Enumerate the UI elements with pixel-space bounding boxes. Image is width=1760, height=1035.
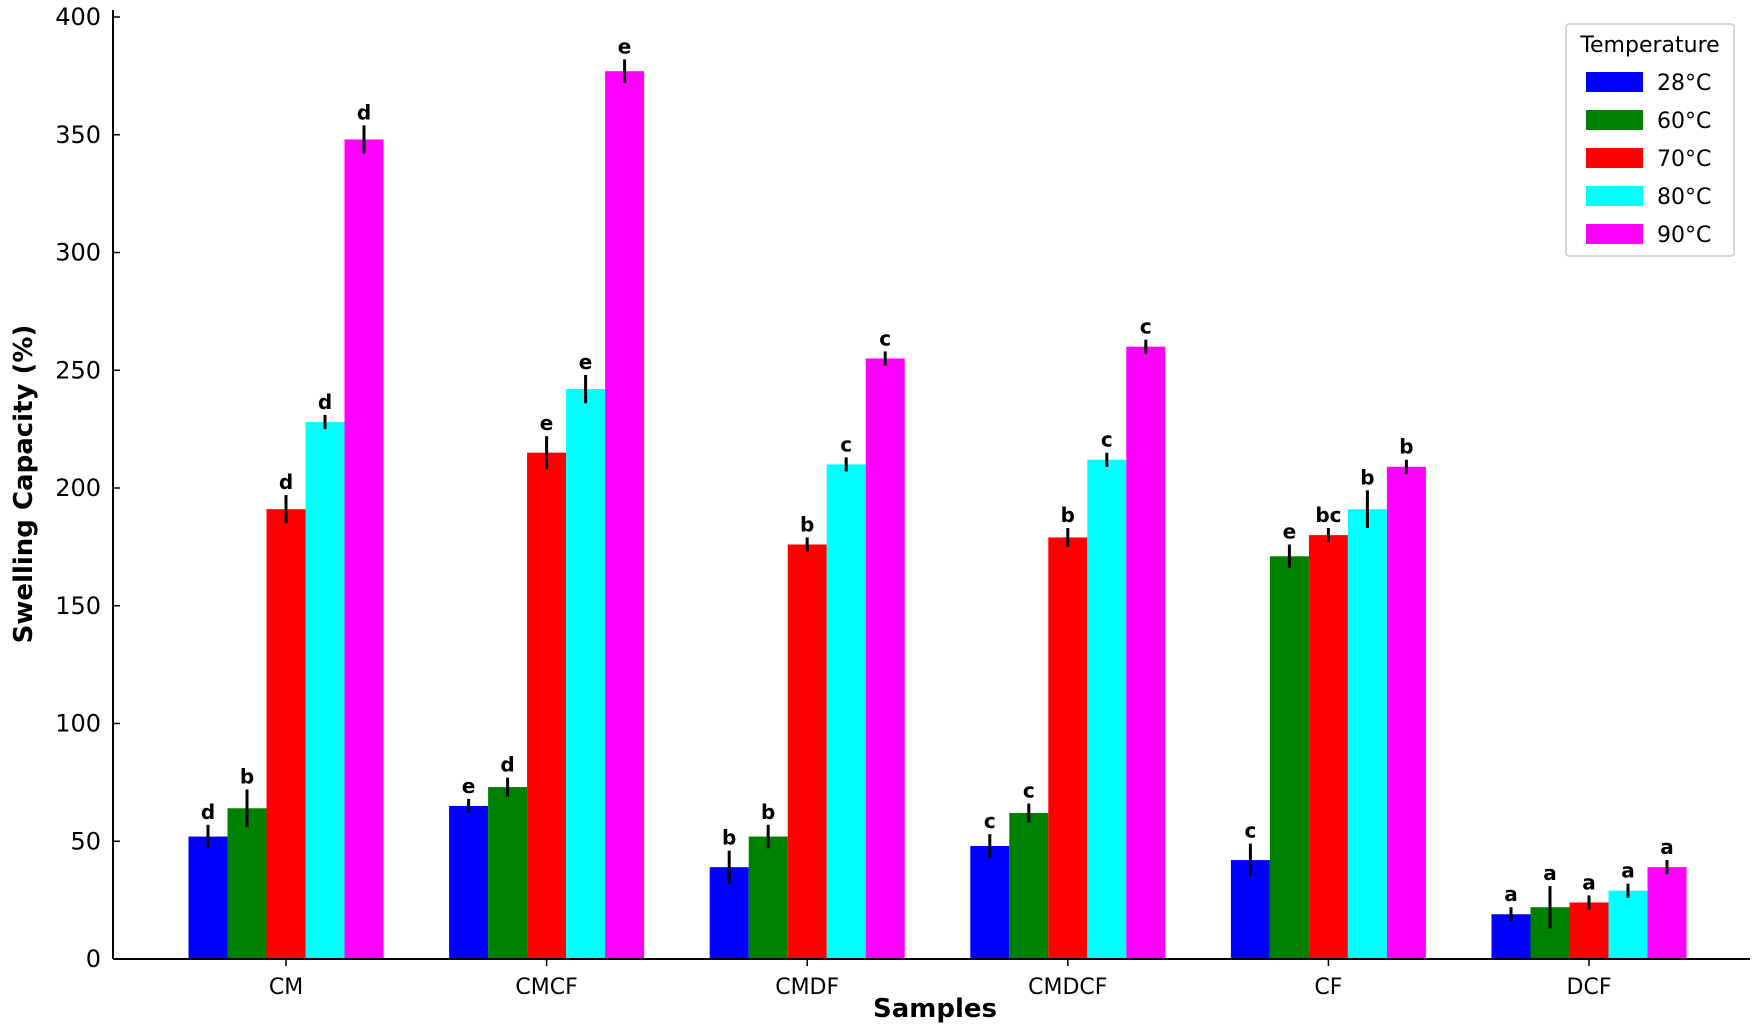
significance-label: e [618, 34, 632, 58]
legend-swatch-1 [1586, 110, 1643, 130]
bar-cmdf-4 [865, 358, 905, 960]
y-tick-label: 100 [55, 710, 101, 738]
significance-label: b [1360, 465, 1374, 489]
legend-label-1: 60°C [1657, 109, 1711, 134]
legend-title: Temperature [1579, 33, 1719, 58]
bar-cf-3 [1347, 509, 1387, 959]
bar-cf-1 [1269, 556, 1309, 959]
legend-label-4: 90°C [1657, 223, 1711, 248]
bar-cmdcf-0 [970, 845, 1010, 959]
bar-cmdcf-4 [1126, 346, 1166, 959]
bar-dcf-3 [1608, 890, 1648, 959]
significance-label: bc [1315, 503, 1341, 527]
axes-layer: CM CMCF CMDF CMDCF CF DCF 0 50 100 150 200 250 300 35… [55, 3, 1750, 1000]
significance-label: c [1140, 315, 1152, 339]
x-tick-label: CM [269, 975, 303, 1000]
significance-label: a [1543, 861, 1557, 885]
bar-cm-2 [266, 509, 306, 959]
significance-label: b [240, 764, 254, 788]
y-tick-label: 300 [55, 239, 101, 267]
bar-cmcf-4 [605, 71, 645, 960]
significance-label: b [722, 826, 736, 850]
significance-label: e [462, 774, 476, 798]
significance-label: c [879, 326, 891, 350]
significance-label: b [800, 512, 814, 536]
significance-label: a [1621, 859, 1635, 883]
x-tick-label: CF [1314, 975, 1342, 1000]
y-tick-label: 0 [86, 945, 101, 973]
legend: Temperature 28°C 60°C 70°C 80°C 90°C [1565, 23, 1735, 257]
x-axis-title: Samples [873, 994, 997, 1024]
y-tick-label: 200 [55, 474, 101, 502]
y-tick-label: 400 [55, 3, 101, 31]
y-tick-label: 150 [55, 592, 101, 620]
legend-frame [1565, 23, 1735, 257]
x-tick-label: CMDF [775, 975, 839, 1000]
bar-cmcf-1 [488, 787, 528, 959]
bar-cmcf-3 [566, 389, 606, 960]
significance-label: d [201, 800, 215, 824]
significance-label: d [500, 753, 514, 777]
x-tick-label: CMDCF [1028, 975, 1107, 1000]
y-tick-label: 250 [55, 356, 101, 384]
y-axis-title: Swelling Capacity (%) [9, 325, 39, 644]
y-tick-label: 350 [55, 121, 101, 149]
bar-dcf-0 [1491, 914, 1531, 959]
bar-cm-4 [344, 139, 384, 959]
x-tick-label: CMCF [515, 975, 577, 1000]
bars-layer [188, 71, 1687, 960]
bar-cmdcf-3 [1087, 459, 1127, 959]
significance-label: c [1101, 428, 1113, 452]
significance-label: d [279, 470, 293, 494]
bar-cm-3 [305, 422, 345, 959]
significance-label: c [1023, 779, 1035, 803]
bar-cmdf-3 [826, 464, 866, 959]
legend-swatch-2 [1586, 148, 1643, 168]
bar-dcf-4 [1647, 867, 1687, 959]
significance-label: c [1244, 819, 1256, 843]
legend-swatch-4 [1586, 224, 1643, 244]
legend-label-3: 80°C [1657, 185, 1711, 210]
bar-cf-2 [1308, 535, 1348, 959]
legend-label-0: 28°C [1657, 71, 1711, 96]
significance-label: a [1582, 870, 1596, 894]
significance-label: a [1660, 835, 1674, 859]
bar-cmcf-2 [527, 452, 567, 959]
significance-label: c [840, 432, 852, 456]
legend-swatch-0 [1586, 72, 1643, 92]
legend-swatch-3 [1586, 186, 1643, 206]
significance-label: d [357, 100, 371, 124]
bar-cmdcf-1 [1009, 812, 1049, 959]
significance-label: e [540, 411, 554, 435]
significance-label: e [1283, 520, 1297, 544]
legend-items: 28°C 60°C 70°C 80°C 90°C [1586, 71, 1711, 248]
bar-dcf-2 [1569, 902, 1609, 959]
significance-label: b [1399, 435, 1413, 459]
bar-cmdf-2 [787, 544, 827, 959]
significance-label: e [579, 350, 593, 374]
error-bars-layer [206, 59, 1669, 929]
significance-label: a [1504, 882, 1518, 906]
significance-label: b [761, 800, 775, 824]
bar-cm-0 [188, 836, 228, 959]
bar-cmcf-0 [449, 805, 489, 959]
significance-label: c [984, 809, 996, 833]
significance-label: b [1061, 503, 1075, 527]
legend-label-2: 70°C [1657, 147, 1711, 172]
significance-label: d [318, 390, 332, 414]
bar-cmdcf-2 [1048, 537, 1088, 959]
x-tick-label: DCF [1567, 975, 1612, 1000]
bar-cm-1 [227, 808, 267, 959]
bar-cmdf-1 [748, 836, 788, 959]
y-tick-label: 50 [70, 827, 101, 855]
bar-cf-4 [1386, 466, 1426, 959]
